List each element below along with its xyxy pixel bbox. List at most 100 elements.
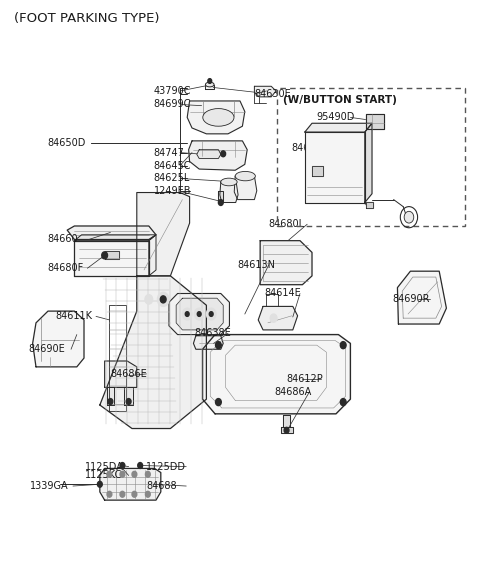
Text: 84699C: 84699C bbox=[154, 99, 191, 110]
Circle shape bbox=[120, 491, 125, 497]
Text: 84650D: 84650D bbox=[47, 137, 85, 148]
Text: 1125DA: 1125DA bbox=[85, 461, 124, 472]
Text: 84680L: 84680L bbox=[269, 219, 305, 230]
Circle shape bbox=[120, 471, 125, 477]
Polygon shape bbox=[305, 132, 365, 203]
Polygon shape bbox=[254, 86, 276, 97]
Text: 84690E: 84690E bbox=[29, 344, 66, 355]
Circle shape bbox=[197, 312, 201, 316]
Text: 84680F: 84680F bbox=[47, 263, 84, 274]
Polygon shape bbox=[105, 361, 137, 387]
Circle shape bbox=[182, 308, 192, 320]
Polygon shape bbox=[193, 336, 223, 349]
Circle shape bbox=[108, 399, 113, 404]
Polygon shape bbox=[67, 226, 156, 239]
Text: 1125KC: 1125KC bbox=[85, 470, 123, 481]
Text: 84613N: 84613N bbox=[238, 259, 276, 270]
Circle shape bbox=[216, 399, 221, 406]
Text: 84686A: 84686A bbox=[275, 386, 312, 397]
Text: 84625L: 84625L bbox=[154, 173, 190, 184]
Text: 1125DD: 1125DD bbox=[146, 461, 186, 472]
Circle shape bbox=[132, 491, 137, 497]
Circle shape bbox=[160, 296, 166, 303]
Text: (W/BUTTON START): (W/BUTTON START) bbox=[283, 95, 397, 105]
Circle shape bbox=[340, 342, 346, 349]
Ellipse shape bbox=[235, 171, 255, 181]
Polygon shape bbox=[234, 176, 257, 200]
Polygon shape bbox=[74, 241, 149, 276]
Circle shape bbox=[216, 342, 221, 349]
Text: 84614E: 84614E bbox=[264, 288, 301, 299]
Polygon shape bbox=[366, 114, 384, 129]
Circle shape bbox=[132, 471, 137, 477]
Text: 1339GA: 1339GA bbox=[30, 481, 68, 491]
Circle shape bbox=[221, 151, 226, 157]
Polygon shape bbox=[197, 150, 221, 158]
Circle shape bbox=[206, 308, 216, 320]
Polygon shape bbox=[149, 235, 156, 276]
Polygon shape bbox=[203, 335, 350, 414]
Circle shape bbox=[107, 491, 112, 497]
Ellipse shape bbox=[205, 82, 214, 87]
Text: 84630E: 84630E bbox=[254, 89, 291, 99]
Text: (FOOT PARKING TYPE): (FOOT PARKING TYPE) bbox=[14, 12, 160, 25]
Polygon shape bbox=[218, 191, 223, 201]
Polygon shape bbox=[176, 298, 223, 330]
Text: 84688: 84688 bbox=[146, 481, 177, 491]
Polygon shape bbox=[74, 235, 156, 241]
Polygon shape bbox=[205, 85, 214, 89]
Circle shape bbox=[309, 167, 315, 175]
Polygon shape bbox=[100, 276, 206, 429]
Polygon shape bbox=[105, 251, 119, 259]
Polygon shape bbox=[312, 166, 323, 176]
Text: 84638E: 84638E bbox=[194, 328, 231, 339]
Text: 84680F: 84680F bbox=[292, 143, 328, 153]
Circle shape bbox=[102, 252, 108, 259]
Polygon shape bbox=[137, 193, 190, 276]
Ellipse shape bbox=[203, 109, 234, 126]
Circle shape bbox=[107, 471, 112, 477]
Polygon shape bbox=[397, 271, 446, 324]
Polygon shape bbox=[366, 202, 373, 208]
Text: 95490D: 95490D bbox=[317, 112, 355, 123]
Text: 1249EB: 1249EB bbox=[154, 186, 191, 197]
Text: 84645C: 84645C bbox=[154, 160, 191, 171]
Polygon shape bbox=[100, 468, 161, 500]
Polygon shape bbox=[258, 306, 298, 330]
Text: 84747: 84747 bbox=[154, 147, 184, 158]
Circle shape bbox=[145, 491, 150, 497]
Polygon shape bbox=[33, 311, 84, 367]
Circle shape bbox=[340, 399, 346, 406]
Circle shape bbox=[138, 463, 143, 468]
Polygon shape bbox=[189, 141, 247, 170]
Polygon shape bbox=[305, 123, 372, 132]
Text: 84611K: 84611K bbox=[55, 311, 92, 322]
Polygon shape bbox=[124, 387, 133, 405]
Circle shape bbox=[270, 314, 277, 322]
Polygon shape bbox=[281, 427, 293, 433]
Circle shape bbox=[145, 471, 150, 477]
Polygon shape bbox=[260, 241, 312, 285]
Circle shape bbox=[194, 308, 204, 320]
Circle shape bbox=[404, 211, 414, 223]
Circle shape bbox=[218, 200, 223, 205]
Text: 84690R: 84690R bbox=[393, 294, 430, 305]
Text: 84686E: 84686E bbox=[110, 369, 147, 379]
Text: 84660: 84660 bbox=[47, 234, 78, 245]
Ellipse shape bbox=[221, 178, 237, 185]
Text: 43790C: 43790C bbox=[154, 86, 191, 96]
Circle shape bbox=[185, 312, 189, 316]
Circle shape bbox=[145, 295, 153, 304]
Polygon shape bbox=[365, 123, 372, 203]
Polygon shape bbox=[107, 387, 114, 405]
Polygon shape bbox=[220, 182, 238, 203]
Circle shape bbox=[120, 463, 125, 468]
Circle shape bbox=[97, 481, 102, 487]
Text: 84612P: 84612P bbox=[287, 373, 324, 384]
Circle shape bbox=[126, 399, 131, 404]
Polygon shape bbox=[169, 294, 229, 335]
Polygon shape bbox=[187, 101, 245, 134]
Circle shape bbox=[209, 312, 213, 316]
Circle shape bbox=[284, 427, 289, 433]
Text: 95495: 95495 bbox=[311, 175, 342, 185]
